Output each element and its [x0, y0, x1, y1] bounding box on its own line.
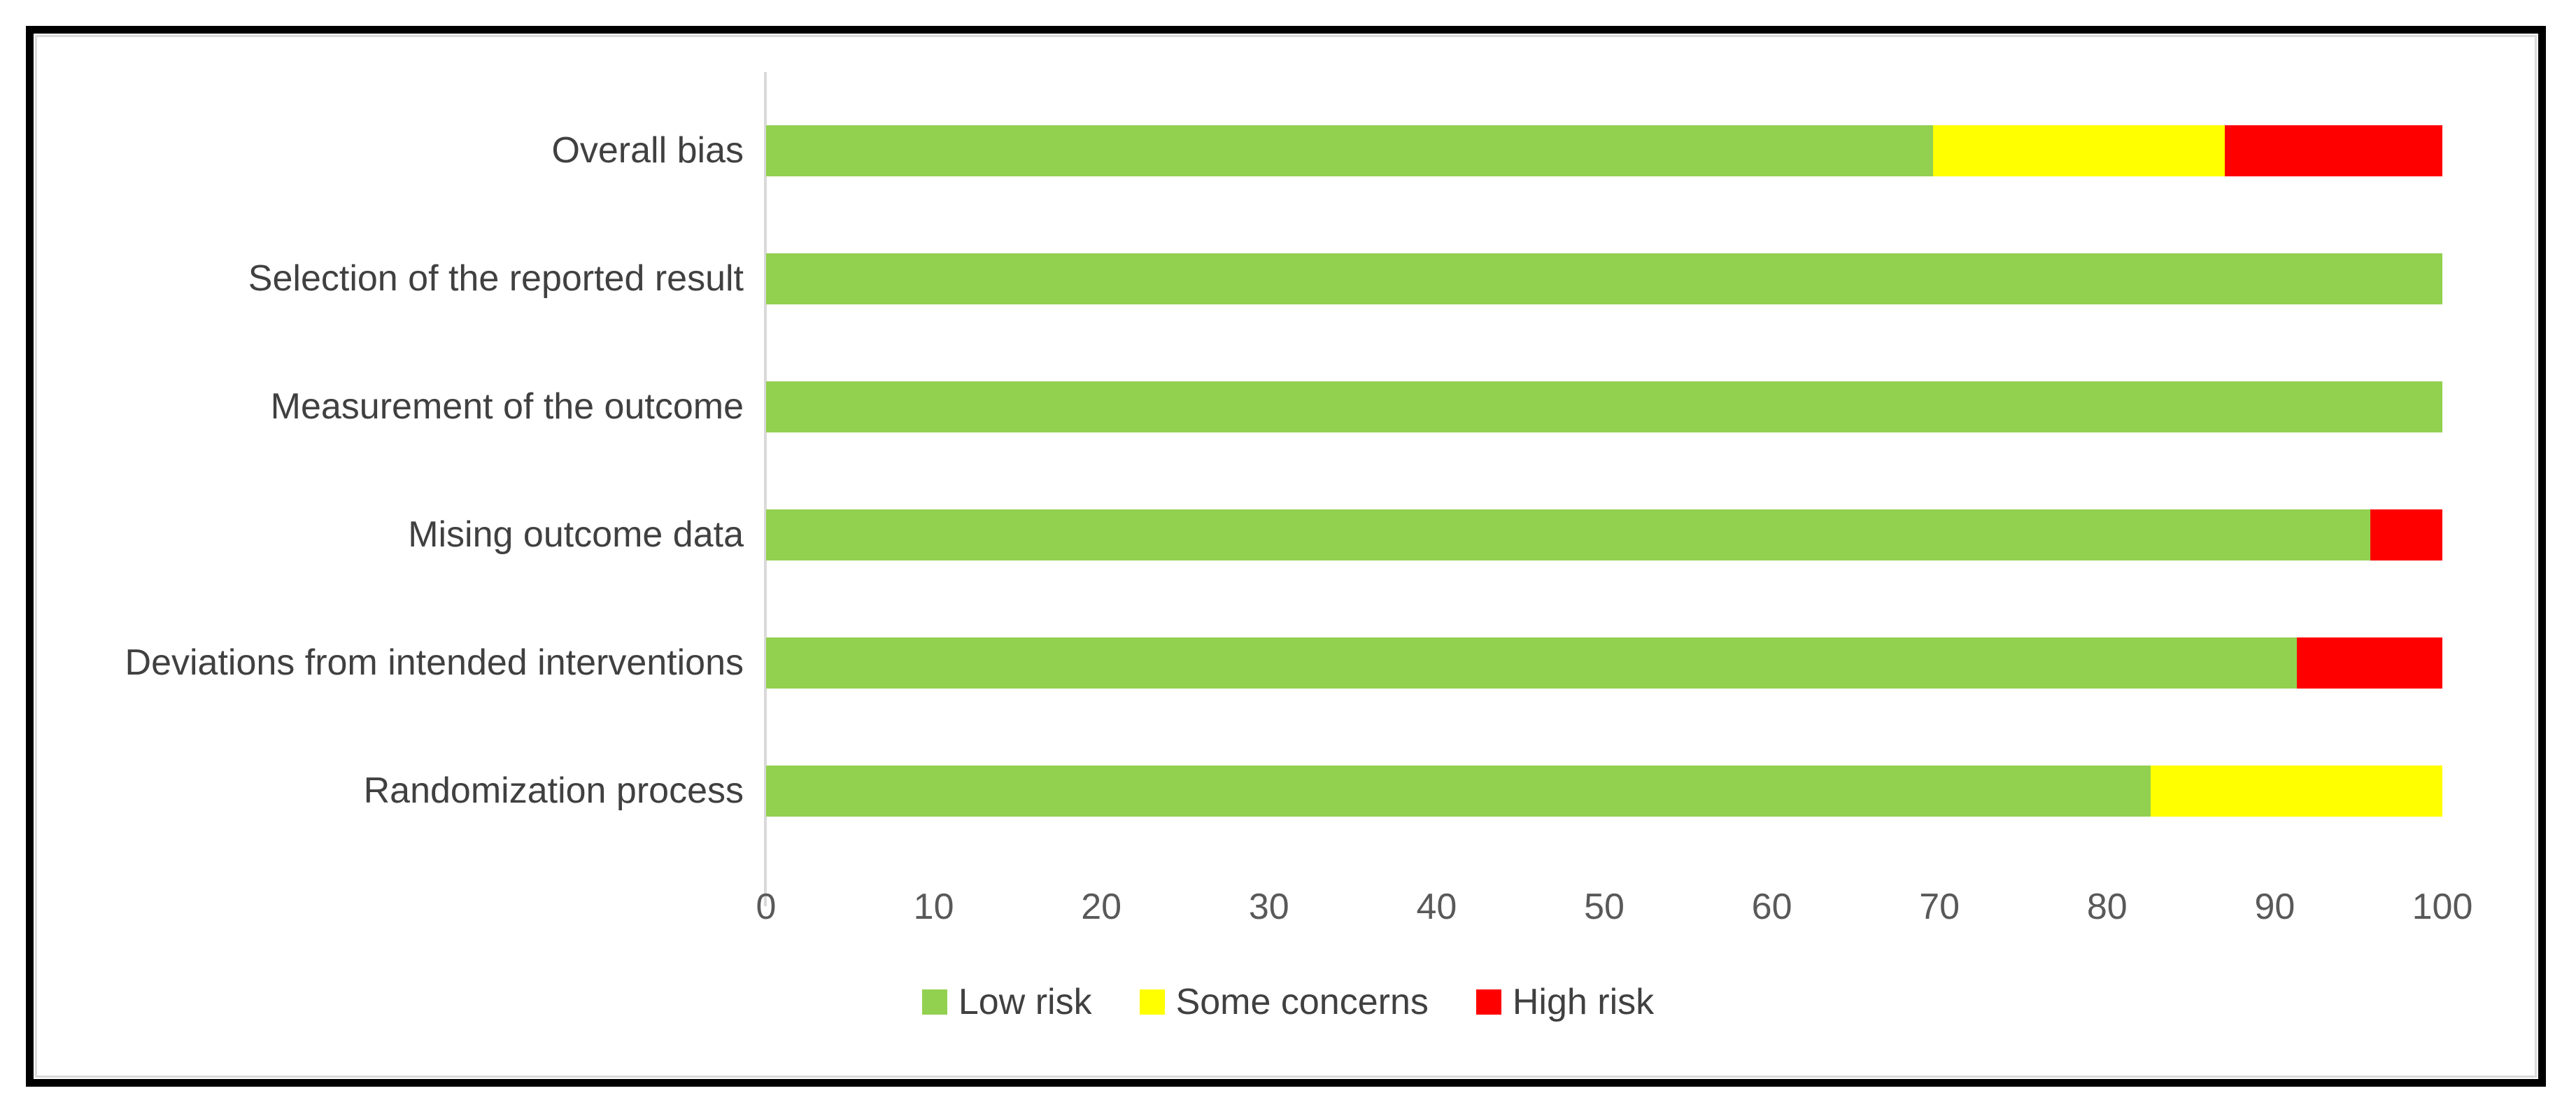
- bar-row-measurement-of-the-outcome: [766, 381, 2442, 432]
- x-tick-label-100: 100: [2412, 887, 2473, 927]
- x-tick-label-40: 40: [1416, 887, 1457, 927]
- legend-swatch-low-risk-icon: [921, 989, 947, 1015]
- category-label-overall-bias: Overall bias: [551, 129, 744, 171]
- legend-label-low-risk: Low risk: [958, 982, 1092, 1022]
- legend-item-low-risk: Low risk: [921, 981, 1092, 1023]
- bar-row-selection-of-the-reported-result: [766, 253, 2442, 304]
- category-label-selection-of-the-reported-result: Selection of the reported result: [248, 258, 744, 299]
- x-tick-label-80: 80: [2086, 887, 2128, 927]
- x-tick-label-50: 50: [1584, 887, 1625, 927]
- bar-row-randomization-process: [766, 765, 2442, 817]
- bar-row-deviations-from-intended-interventions: [766, 637, 2442, 689]
- x-tick-label-30: 30: [1248, 887, 1289, 927]
- category-label-randomization-process: Randomization process: [363, 770, 744, 811]
- legend-item-high-risk: High risk: [1475, 981, 1655, 1023]
- bar-segment-some-concerns: [1932, 125, 2225, 176]
- bar-segment-low-risk: [766, 637, 2297, 689]
- legend-swatch-some-concerns-icon: [1139, 989, 1165, 1015]
- bar-segment-low-risk: [766, 253, 2442, 304]
- bar-row-overall-bias: [766, 125, 2442, 176]
- x-tick-label-70: 70: [1919, 887, 1960, 927]
- legend-item-some-concerns: Some concerns: [1139, 981, 1429, 1023]
- bar-segment-low-risk: [766, 381, 2442, 432]
- bar-segment-some-concerns: [2151, 765, 2442, 817]
- x-tick-label-60: 60: [1751, 887, 1792, 927]
- bar-segment-low-risk: [766, 509, 2370, 560]
- x-tick-label-20: 20: [1081, 887, 1122, 927]
- bar-segment-high-risk: [2370, 509, 2442, 560]
- category-label-mising-outcome-data: Mising outcome data: [408, 514, 744, 555]
- x-tick-label-0: 0: [756, 887, 777, 927]
- bar-row-mising-outcome-data: [766, 509, 2442, 560]
- bar-segment-high-risk: [2296, 637, 2442, 689]
- legend-label-some-concerns: Some concerns: [1175, 982, 1429, 1022]
- legend-label-high-risk: High risk: [1512, 982, 1655, 1022]
- category-label-measurement-of-the-outcome: Measurement of the outcome: [270, 386, 744, 427]
- bar-segment-low-risk: [766, 765, 2151, 817]
- bar-segment-low-risk: [766, 125, 1933, 176]
- legend-swatch-high-risk-icon: [1475, 989, 1501, 1015]
- category-axis-line: [764, 72, 767, 906]
- bar-segment-high-risk: [2224, 125, 2442, 176]
- x-tick-label-10: 10: [913, 887, 954, 927]
- category-label-deviations-from-intended-interventions: Deviations from intended interventions: [125, 642, 744, 683]
- x-tick-label-90: 90: [2254, 887, 2295, 927]
- chart-legend: Low risk Some concerns High risk: [0, 981, 2576, 1023]
